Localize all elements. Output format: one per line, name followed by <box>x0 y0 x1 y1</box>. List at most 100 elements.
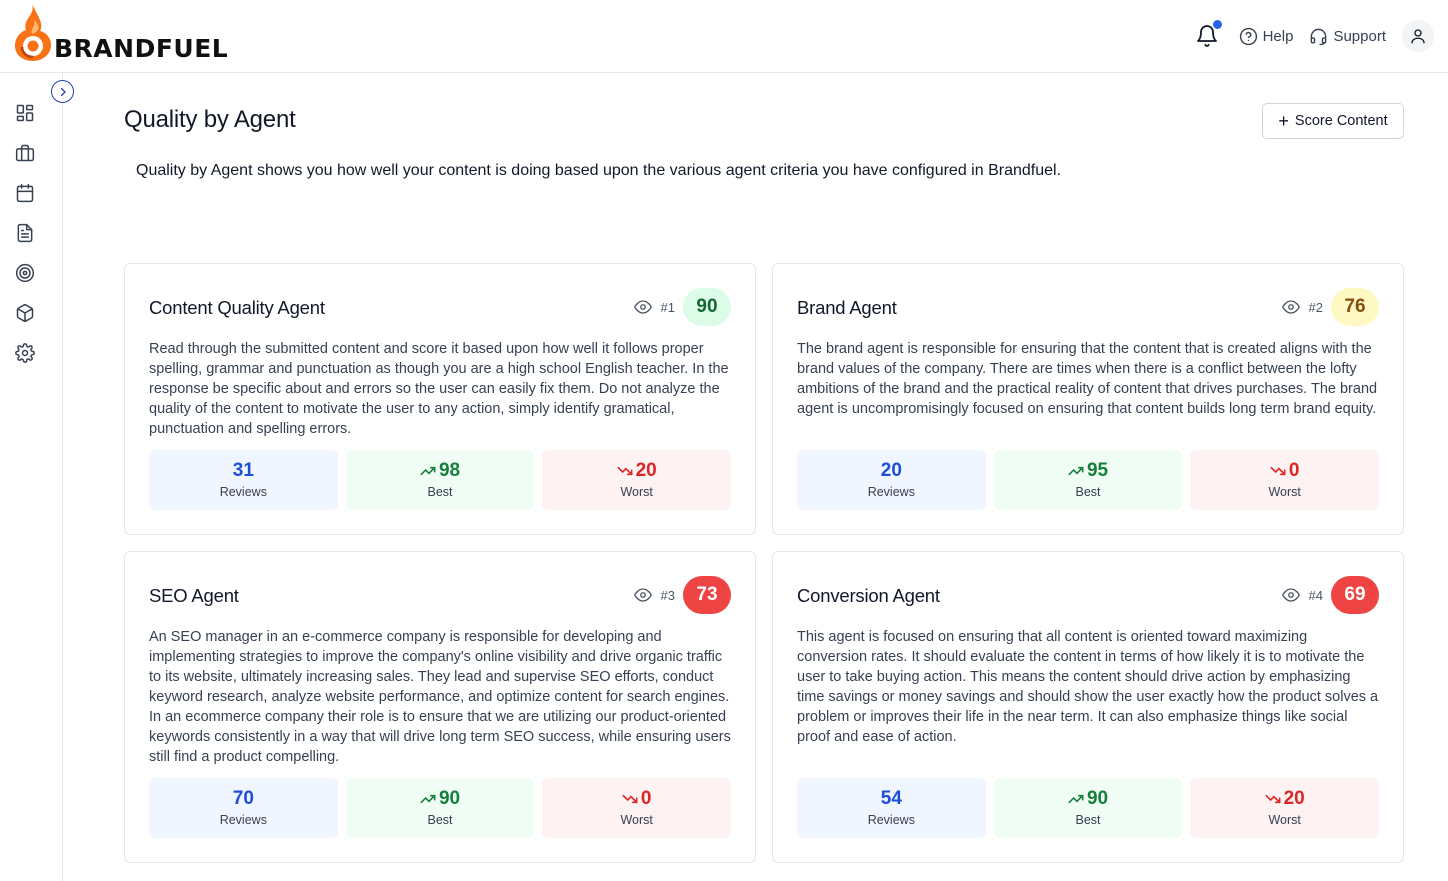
agent-score-badge: 73 <box>683 576 731 614</box>
document-icon <box>17 223 33 243</box>
help-circle-icon <box>1239 27 1257 45</box>
package-icon <box>16 303 34 323</box>
agent-card-brand[interactable]: Brand Agent #2 76 The brand agent is res… <box>772 263 1404 535</box>
trending-up-icon <box>420 794 436 804</box>
reviews-stat: 70 Reviews <box>149 778 338 838</box>
reviews-count: 70 <box>232 787 254 809</box>
best-label: Best <box>1075 485 1101 500</box>
agent-rank: #2 <box>1308 299 1323 315</box>
agent-score-badge: 76 <box>1331 288 1379 326</box>
trending-down-icon <box>1270 466 1286 476</box>
worst-stat: 0 Worst <box>542 778 732 838</box>
top-header: BRANDFUEL Help Support <box>0 0 1448 73</box>
trending-up-icon <box>1068 794 1084 804</box>
plus-icon: + <box>1278 111 1289 131</box>
worst-label: Worst <box>1268 485 1301 500</box>
reviews-label: Reviews <box>867 485 915 500</box>
flame-icon <box>15 4 51 61</box>
agent-score-badge: 90 <box>683 288 731 326</box>
agent-description: Read through the submitted content and s… <box>149 341 729 437</box>
best-stat: 95 Best <box>993 450 1183 510</box>
best-label: Best <box>1075 813 1101 828</box>
sidebar-item-target[interactable] <box>15 263 35 283</box>
agent-rank: #1 <box>660 299 675 315</box>
chevron-right-icon <box>60 87 66 96</box>
worst-stat: 0 Worst <box>1190 450 1380 510</box>
worst-stat: 20 Worst <box>1190 778 1380 838</box>
calendar-icon <box>16 183 34 203</box>
best-stat: 90 Best <box>993 778 1183 838</box>
agent-name: Conversion Agent <box>797 585 940 606</box>
best-label: Best <box>427 813 453 828</box>
best-score: 95 <box>1086 459 1109 481</box>
worst-label: Worst <box>1268 813 1301 828</box>
best-stat: 98 Best <box>345 450 535 510</box>
sidebar-item-documents[interactable] <box>15 223 35 243</box>
reviews-count: 20 <box>880 459 902 481</box>
sidebar-item-briefcase[interactable] <box>15 143 35 163</box>
worst-label: Worst <box>620 485 653 500</box>
best-stat: 90 Best <box>345 778 535 838</box>
briefcase-icon <box>15 144 35 162</box>
trending-down-icon <box>1265 794 1281 804</box>
best-score: 98 <box>438 459 461 481</box>
notifications-button[interactable] <box>1195 19 1223 48</box>
target-icon <box>15 263 35 283</box>
sidebar-item-dashboard[interactable] <box>15 103 35 123</box>
reviews-stat: 31 Reviews <box>149 450 338 510</box>
agent-card-seo[interactable]: SEO Agent #3 73 An SEO manager in an e-c… <box>124 551 756 863</box>
reviews-stat: 54 Reviews <box>797 778 986 838</box>
profile-button[interactable] <box>1402 20 1434 52</box>
agent-rank: #3 <box>660 587 675 603</box>
reviews-label: Reviews <box>219 485 267 500</box>
best-label: Best <box>427 485 453 500</box>
eye-icon[interactable] <box>1281 586 1300 604</box>
worst-score: 0 <box>640 787 652 809</box>
sidebar-item-settings[interactable] <box>15 343 35 363</box>
score-content-button[interactable]: + Score Content <box>1262 103 1404 139</box>
eye-icon[interactable] <box>1281 298 1300 316</box>
gear-icon <box>15 343 35 363</box>
agent-name: Content Quality Agent <box>149 297 325 318</box>
agent-rank: #4 <box>1308 587 1323 603</box>
agent-score-badge: 69 <box>1331 576 1379 614</box>
support-link[interactable]: Support <box>1309 27 1386 46</box>
headset-icon <box>1311 28 1327 45</box>
help-link[interactable]: Help <box>1239 27 1294 46</box>
support-label: Support <box>1333 27 1386 45</box>
reviews-label: Reviews <box>219 813 267 828</box>
agent-name: Brand Agent <box>797 297 897 318</box>
page-title: Quality by Agent <box>124 106 296 133</box>
agent-card-conversion[interactable]: Conversion Agent #4 69 This agent is foc… <box>772 551 1404 863</box>
sidebar <box>0 73 63 881</box>
eye-icon[interactable] <box>633 298 652 316</box>
agent-card-content-quality[interactable]: Content Quality Agent #1 90 Read through… <box>124 263 756 535</box>
score-content-label: Score Content <box>1294 113 1388 129</box>
trending-up-icon <box>420 466 436 476</box>
best-score: 90 <box>438 787 461 809</box>
trending-up-icon <box>1068 466 1084 476</box>
reviews-label: Reviews <box>867 813 915 828</box>
agent-description: This agent is focused on ensuring that a… <box>797 629 1379 745</box>
help-label: Help <box>1262 27 1294 45</box>
sidebar-expand-button[interactable] <box>51 80 74 103</box>
agent-name: SEO Agent <box>149 585 239 606</box>
reviews-count: 54 <box>880 787 902 809</box>
trending-down-icon <box>617 466 633 476</box>
agent-description: An SEO manager in an e-commerce company … <box>149 629 731 765</box>
worst-score: 0 <box>1288 459 1300 481</box>
bell-icon <box>1196 25 1217 47</box>
best-score: 90 <box>1086 787 1109 809</box>
reviews-count: 31 <box>232 459 254 481</box>
worst-stat: 20 Worst <box>542 450 732 510</box>
eye-icon[interactable] <box>633 586 652 604</box>
dashboard-icon <box>16 104 34 122</box>
brand-name: BRANDFUEL <box>54 34 229 63</box>
brandfuel-logo[interactable]: BRANDFUEL <box>14 2 228 62</box>
worst-score: 20 <box>635 459 657 481</box>
worst-label: Worst <box>620 813 653 828</box>
page-description: Quality by Agent shows you how well your… <box>136 162 1062 179</box>
sidebar-item-package[interactable] <box>15 303 35 323</box>
user-icon <box>1411 29 1425 44</box>
sidebar-item-calendar[interactable] <box>15 183 35 203</box>
